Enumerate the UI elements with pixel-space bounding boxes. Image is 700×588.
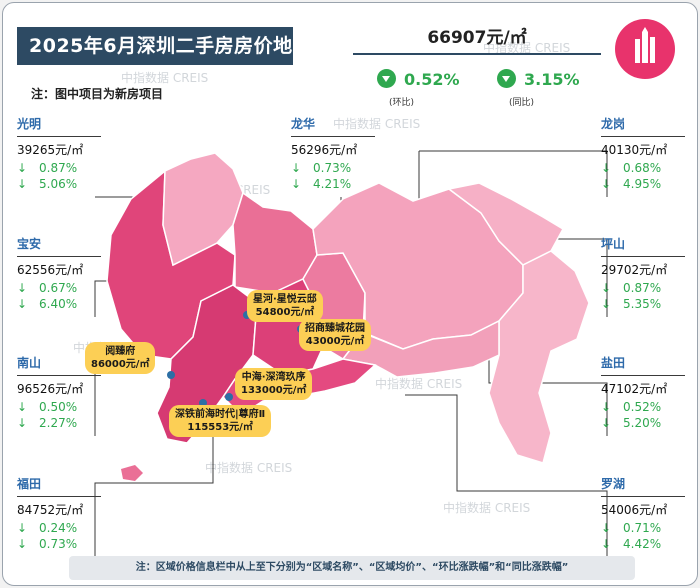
pingshan-district xyxy=(447,182,565,266)
project-dot xyxy=(167,371,175,379)
down-arrow-icon: ↓ xyxy=(601,177,612,191)
region-pingshan: 坪山 29702元/㎡ ↓ 0.87% ↓ 5.35% xyxy=(601,235,697,313)
watermark: 中指数据 CREIS xyxy=(443,501,531,515)
mom-change: 0.52% xyxy=(377,69,460,89)
down-arrow-icon: ↓ xyxy=(17,537,28,551)
region-yantian: 盐田 47102元/㎡ ↓ 0.52% ↓ 5.20% xyxy=(601,354,697,432)
down-arrow-icon: ↓ xyxy=(601,297,612,311)
project-label: 星河·星悦云邸 54800元/㎡ xyxy=(247,290,323,322)
brand-logo xyxy=(615,19,675,79)
region-longgang: 龙岗 40130元/㎡ ↓ 0.68% ↓ 4.95% xyxy=(601,115,697,193)
watermark: 中指数据 CREIS xyxy=(121,71,209,85)
project-label: 中海·深湾玖序 133000元/㎡ xyxy=(235,368,313,400)
down-arrow-icon: ↓ xyxy=(291,177,302,191)
region-baoan: 宝安 62556元/㎡ ↓ 0.67% ↓ 6.40% xyxy=(17,235,127,313)
project-label: 阅臻府 86000元/㎡ xyxy=(85,342,156,374)
down-arrow-icon: ↓ xyxy=(17,281,28,295)
watermark: 中指数据 CREIS xyxy=(375,377,463,391)
yoy-label: (同比) xyxy=(509,98,535,108)
down-arrow-icon: ↓ xyxy=(601,400,612,414)
footer-note: 注：区域价格信息栏中从上至下分别为“区域名称”、“区域均价”、“环比涨跌幅”和“… xyxy=(69,556,635,580)
guangming-district xyxy=(162,152,244,267)
header-divider xyxy=(353,53,601,55)
down-arrow-icon: ↓ xyxy=(17,177,28,191)
mom-label: (环比) xyxy=(389,98,415,108)
yoy-change: 3.15% xyxy=(497,69,580,89)
project-dot xyxy=(225,393,233,401)
down-arrow-icon: ↓ xyxy=(17,521,28,535)
region-futian: 福田 84752元/㎡ ↓ 0.24% ↓ 0.73% xyxy=(17,475,127,553)
region-nanshan: 南山 96526元/㎡ ↓ 0.50% ↓ 2.27% xyxy=(17,354,127,432)
down-arrow-icon: ↓ xyxy=(17,400,28,414)
down-triangle-icon xyxy=(377,69,396,88)
down-arrow-icon: ↓ xyxy=(601,416,612,430)
down-arrow-icon: ↓ xyxy=(601,537,612,551)
region-guangming: 光明 39265元/㎡ ↓ 0.87% ↓ 5.06% xyxy=(17,115,127,193)
skyline-icon xyxy=(635,27,655,63)
city-average-price: 66907元/㎡ xyxy=(427,28,527,48)
down-arrow-icon: ↓ xyxy=(17,297,28,311)
watermark: 中指数据 CREIS xyxy=(205,461,293,475)
down-arrow-icon: ↓ xyxy=(291,161,302,175)
down-arrow-icon: ↓ xyxy=(601,161,612,175)
down-arrow-icon: ↓ xyxy=(17,416,28,430)
watermark: 中指数据 CREIS xyxy=(483,41,571,55)
down-arrow-icon: ↓ xyxy=(601,281,612,295)
down-arrow-icon: ↓ xyxy=(601,521,612,535)
project-label: 深铁前海时代|尊府Ⅱ 115553元/㎡ xyxy=(169,405,272,437)
top-note: 注：图中项目为新房项目 xyxy=(31,87,164,101)
page-title: 2025年6月深圳二手房房价地图 xyxy=(17,27,293,95)
inner-island xyxy=(121,465,143,481)
down-triangle-icon xyxy=(497,69,516,88)
down-arrow-icon: ↓ xyxy=(17,161,28,175)
region-luohu: 罗湖 54006元/㎡ ↓ 0.71% ↓ 4.42% xyxy=(601,475,697,553)
region-longhua: 龙华 56296元/㎡ ↓ 0.73% ↓ 4.21% xyxy=(291,115,401,193)
project-label: 招商臻城花园 43000元/㎡ xyxy=(299,319,371,351)
watermark: 中指数据 CREIS xyxy=(333,117,421,131)
